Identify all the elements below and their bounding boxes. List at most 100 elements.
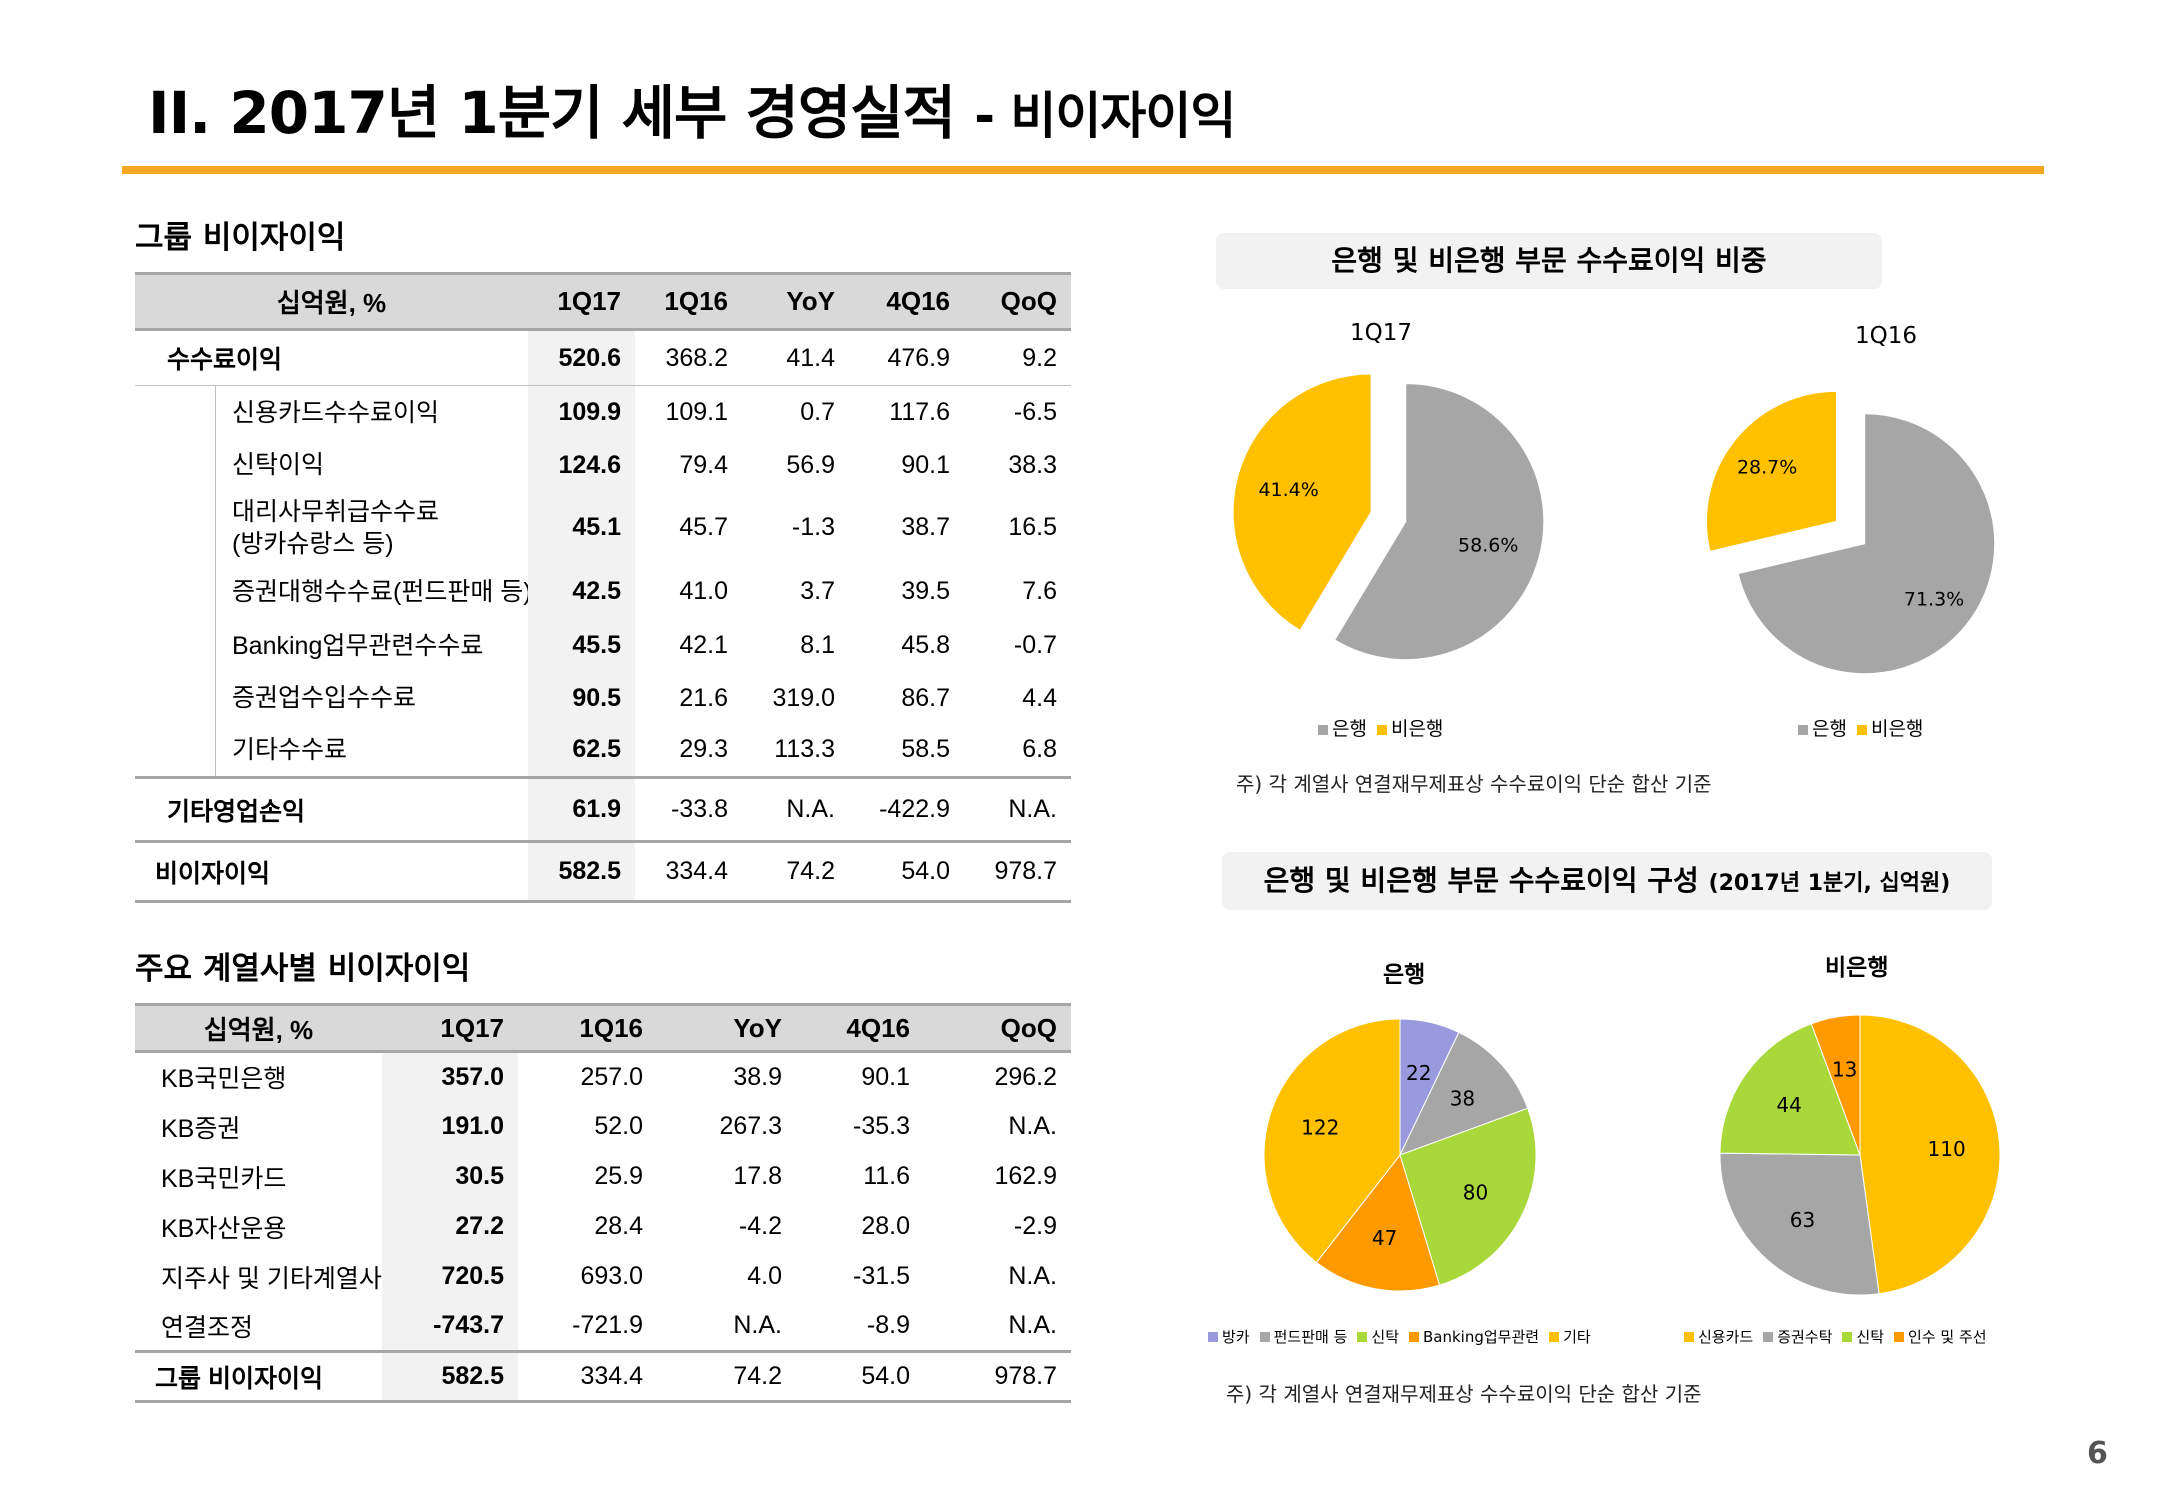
column-header: YoY bbox=[742, 273, 849, 330]
table-cell: 11.6 bbox=[863, 1162, 910, 1190]
table-cell: 74.2 bbox=[657, 1350, 796, 1402]
row-label: 대리사무취급수수료 (방카슈랑스 등) bbox=[135, 491, 528, 565]
pie-title-bank: 은행 bbox=[1383, 962, 1426, 988]
table-cell: 79.4 bbox=[679, 450, 728, 479]
table-cell: 191.0 bbox=[382, 1101, 518, 1152]
row-label-text-2: (방카슈랑스 등) bbox=[232, 529, 394, 558]
column-header: 1Q16 bbox=[635, 273, 742, 330]
table-cell: 267.3 bbox=[719, 1112, 782, 1140]
chart-panel-title-main: 은행 및 비은행 부문 수수료이익 구성 bbox=[1263, 864, 1699, 897]
legend-swatch bbox=[1763, 1332, 1774, 1342]
table-cell: 162.9 bbox=[994, 1162, 1057, 1190]
table-row: 수수료이익 520.6 368.2 41.4 476.9 9.2 bbox=[135, 329, 1071, 386]
column-header: 1Q17 bbox=[382, 1004, 518, 1052]
footnote-share: 주) 각 계열사 연결재무제표상 수수료이익 단순 합산 기준 bbox=[1236, 772, 1712, 796]
table-cell: 41.0 bbox=[679, 577, 728, 605]
row-label: 기타수수료 bbox=[135, 724, 528, 778]
legend-swatch bbox=[1376, 725, 1387, 735]
row-label-text: 수수료이익 bbox=[167, 346, 283, 374]
legend-label: 증권수탁 bbox=[1777, 1328, 1833, 1346]
legend-item: 방카 bbox=[1208, 1326, 1250, 1347]
row-label: 증권업수입수수료 bbox=[135, 673, 528, 724]
table-cell: 74.2 bbox=[742, 840, 849, 902]
pie-chart-nonbank: 110 63 44 13 bbox=[1719, 1014, 2001, 1296]
table-cell: 357.0 bbox=[382, 1051, 518, 1102]
table-row: 신탁이익 124.6 79.4 56.9 90.1 38.3 bbox=[135, 439, 1071, 491]
pie-data-label: 122 bbox=[1301, 1116, 1339, 1140]
table-cell: 582.5 bbox=[528, 840, 635, 902]
legend-swatch bbox=[1856, 725, 1867, 735]
pie-data-label: 41.4% bbox=[1258, 479, 1318, 501]
pie-slice-1 bbox=[1399, 1031, 1529, 1156]
table-cell: 720.5 bbox=[382, 1251, 518, 1302]
row-label-text: 대리사무취급수수료 bbox=[232, 497, 440, 526]
legend-1q16: 은행 비은행 bbox=[1798, 714, 1923, 741]
row-label: 수수료이익 bbox=[135, 330, 528, 386]
column-header: 1Q16 bbox=[518, 1004, 657, 1052]
table-cell: 45.7 bbox=[679, 513, 728, 541]
column-header: QoQ bbox=[924, 1004, 1071, 1052]
row-label-text: 비이자이익 bbox=[155, 859, 271, 888]
table-cell: 334.4 bbox=[518, 1350, 657, 1402]
pie-data-label: 71.3% bbox=[1904, 589, 1964, 611]
page-title-main: II. 2017년 1분기 세부 경영실적 bbox=[148, 79, 956, 147]
table-cell: 124.6 bbox=[528, 439, 635, 491]
table-cell: 42.1 bbox=[679, 631, 728, 659]
table-cell: 42.5 bbox=[528, 564, 635, 619]
legend-item: 은행 bbox=[1798, 714, 1847, 741]
column-header: 십억원, % bbox=[135, 273, 528, 330]
table-cell: 86.7 bbox=[901, 683, 950, 712]
table-cell: 90.1 bbox=[861, 1062, 910, 1091]
table-cell: 28.4 bbox=[594, 1212, 643, 1240]
legend-bank: 방카 펀드판매 등 신탁 Banking업무관련 기타 bbox=[1208, 1326, 1591, 1347]
table-cell: 7.6 bbox=[1022, 577, 1057, 605]
table-cell: 25.9 bbox=[594, 1162, 643, 1190]
row-label: 비이자이익 bbox=[135, 840, 528, 902]
table-cell: -422.9 bbox=[849, 776, 964, 842]
table-cell: -721.9 bbox=[572, 1311, 643, 1340]
table-row: KB국민카드 30.5 25.9 17.8 11.6 162.9 bbox=[135, 1151, 1071, 1202]
table-row: KB증권 191.0 52.0 267.3 -35.3 N.A. bbox=[135, 1101, 1071, 1152]
pie-data-label: 63 bbox=[1790, 1208, 1815, 1232]
table-row: 대리사무취급수수료 (방카슈랑스 등) 45.1 45.7 -1.3 38.7 16.5 bbox=[135, 490, 1071, 565]
row-label: 기타영업손익 bbox=[135, 776, 528, 842]
legend-swatch bbox=[1684, 1332, 1694, 1342]
table-cell: -4.2 bbox=[738, 1212, 782, 1240]
table-cell: 9.2 bbox=[1022, 343, 1057, 372]
table-cell: 30.5 bbox=[382, 1151, 518, 1202]
pie-chart-1q16: 71.3% 28.7% bbox=[1705, 390, 1996, 675]
table-cell: -8.9 bbox=[866, 1311, 910, 1340]
pie-slice-2 bbox=[1399, 1107, 1537, 1286]
section-title-group-noninterest: 그룹 비이자이익 bbox=[135, 220, 346, 256]
legend-item: 신용카드 bbox=[1684, 1326, 1753, 1347]
table-cell: N.A. bbox=[1008, 1262, 1057, 1290]
table-cell: 3.7 bbox=[800, 577, 835, 605]
page-number: 6 bbox=[2087, 1436, 2108, 1471]
legend-swatch bbox=[1259, 1332, 1270, 1342]
legend-label: 신탁 bbox=[1371, 1328, 1399, 1346]
table-cell: 296.2 bbox=[994, 1062, 1057, 1091]
table-cell: 6.8 bbox=[1022, 735, 1057, 764]
pie-data-label: 110 bbox=[1928, 1137, 1966, 1161]
pie-slice-0 bbox=[1859, 1014, 2001, 1295]
legend-item: 은행 bbox=[1318, 714, 1367, 741]
table-row: KB국민은행 357.0 257.0 38.9 90.1 296.2 bbox=[135, 1051, 1071, 1102]
row-label: 신용카드수수료이익 bbox=[135, 386, 528, 440]
legend-label: 방카 bbox=[1222, 1328, 1250, 1346]
table-cell: 38.7 bbox=[901, 513, 950, 541]
pie-data-label: 38 bbox=[1450, 1086, 1475, 1110]
footnote-composition: 주) 각 계열사 연결재무제표상 수수료이익 단순 합산 기준 bbox=[1226, 1382, 1702, 1406]
table-cell: 117.6 bbox=[889, 398, 950, 427]
table-cell: 582.5 bbox=[382, 1350, 518, 1402]
row-label: Banking업무관련수수료 bbox=[135, 619, 528, 673]
row-label: 신탁이익 bbox=[135, 440, 528, 491]
table-cell: 38.3 bbox=[1008, 450, 1057, 479]
table-cell: N.A. bbox=[964, 776, 1071, 842]
table-cell: N.A. bbox=[733, 1311, 782, 1340]
table-cell: 978.7 bbox=[924, 1350, 1071, 1402]
pie-title-1q17: 1Q17 bbox=[1350, 320, 1413, 346]
column-header: 4Q16 bbox=[849, 273, 964, 330]
table-cell: N.A. bbox=[1008, 1311, 1057, 1340]
legend-swatch bbox=[1549, 1332, 1560, 1342]
table-cell: -35.3 bbox=[853, 1112, 910, 1140]
